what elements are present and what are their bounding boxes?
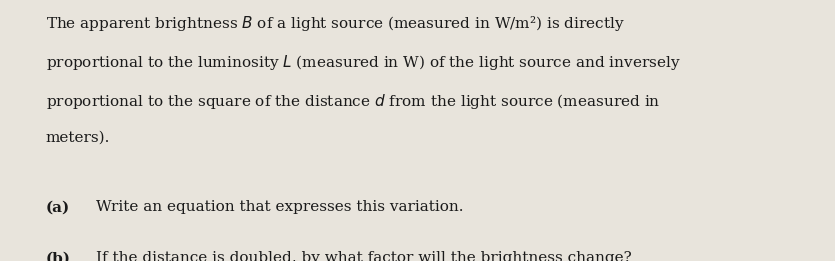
Text: Write an equation that expresses this variation.: Write an equation that expresses this va… xyxy=(96,200,463,214)
Text: The apparent brightness $B$ of a light source (measured in W/m²) is directly: The apparent brightness $B$ of a light s… xyxy=(46,14,625,33)
Text: meters).: meters). xyxy=(46,130,110,144)
Text: If the distance is doubled, by what factor will the brightness change?: If the distance is doubled, by what fact… xyxy=(96,251,632,261)
Text: proportional to the square of the distance $d$ from the light source (measured i: proportional to the square of the distan… xyxy=(46,92,660,111)
Text: (b): (b) xyxy=(46,251,71,261)
Text: (a): (a) xyxy=(46,200,70,214)
Text: proportional to the luminosity $L$ (measured in W) of the light source and inver: proportional to the luminosity $L$ (meas… xyxy=(46,53,681,72)
